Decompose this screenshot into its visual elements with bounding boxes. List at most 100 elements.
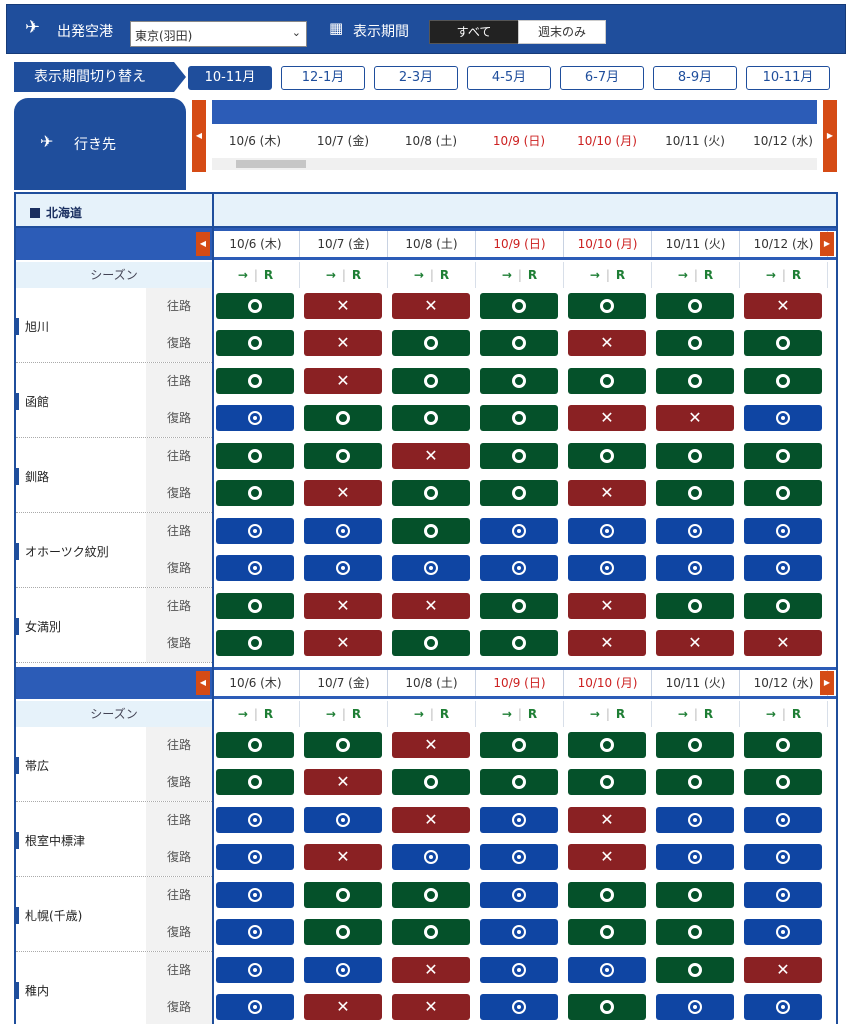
available-cell[interactable] (568, 443, 646, 469)
available-cell[interactable] (392, 919, 470, 945)
limited-cell[interactable] (216, 882, 294, 908)
available-cell[interactable] (216, 293, 294, 319)
limited-cell[interactable] (568, 518, 646, 544)
available-cell[interactable] (656, 732, 734, 758)
limited-cell[interactable] (480, 882, 558, 908)
available-cell[interactable] (568, 769, 646, 795)
available-cell[interactable] (304, 882, 382, 908)
filter-weekend-button[interactable]: 週末のみ (518, 20, 606, 44)
unavailable-cell[interactable]: ✕ (392, 994, 470, 1020)
available-cell[interactable] (656, 593, 734, 619)
available-cell[interactable] (480, 593, 558, 619)
period-button[interactable]: 4-5月 (467, 66, 551, 90)
available-cell[interactable] (656, 443, 734, 469)
scroll-left-icon[interactable]: ◀ (196, 671, 210, 695)
collapse-icon[interactable] (30, 208, 40, 218)
limited-cell[interactable] (744, 919, 822, 945)
period-button[interactable]: 10-11月 (746, 66, 830, 90)
available-cell[interactable] (480, 293, 558, 319)
unavailable-cell[interactable]: ✕ (568, 480, 646, 506)
limited-cell[interactable] (744, 882, 822, 908)
limited-cell[interactable] (216, 807, 294, 833)
available-cell[interactable] (656, 330, 734, 356)
available-cell[interactable] (216, 630, 294, 656)
available-cell[interactable] (392, 480, 470, 506)
period-button[interactable]: 2-3月 (374, 66, 458, 90)
limited-cell[interactable] (568, 957, 646, 983)
available-cell[interactable] (480, 480, 558, 506)
available-cell[interactable] (216, 330, 294, 356)
available-cell[interactable] (304, 919, 382, 945)
limited-cell[interactable] (656, 555, 734, 581)
scroll-right-icon[interactable]: ▶ (820, 232, 834, 256)
period-button[interactable]: 12-1月 (281, 66, 365, 90)
available-cell[interactable] (744, 443, 822, 469)
available-cell[interactable] (744, 368, 822, 394)
unavailable-cell[interactable]: ✕ (568, 593, 646, 619)
limited-cell[interactable] (216, 844, 294, 870)
available-cell[interactable] (480, 443, 558, 469)
unavailable-cell[interactable]: ✕ (656, 630, 734, 656)
available-cell[interactable] (392, 882, 470, 908)
available-cell[interactable] (216, 732, 294, 758)
available-cell[interactable] (304, 443, 382, 469)
available-cell[interactable] (216, 368, 294, 394)
available-cell[interactable] (744, 732, 822, 758)
limited-cell[interactable] (392, 555, 470, 581)
available-cell[interactable] (392, 630, 470, 656)
available-cell[interactable] (656, 957, 734, 983)
limited-cell[interactable] (304, 555, 382, 581)
available-cell[interactable] (392, 405, 470, 431)
limited-cell[interactable] (656, 994, 734, 1020)
limited-cell[interactable] (480, 957, 558, 983)
available-cell[interactable] (216, 593, 294, 619)
limited-cell[interactable] (216, 405, 294, 431)
available-cell[interactable] (744, 769, 822, 795)
unavailable-cell[interactable]: ✕ (392, 807, 470, 833)
limited-cell[interactable] (392, 844, 470, 870)
unavailable-cell[interactable]: ✕ (304, 994, 382, 1020)
unavailable-cell[interactable]: ✕ (304, 844, 382, 870)
unavailable-cell[interactable]: ✕ (392, 593, 470, 619)
limited-cell[interactable] (744, 518, 822, 544)
available-cell[interactable] (304, 405, 382, 431)
unavailable-cell[interactable]: ✕ (392, 732, 470, 758)
limited-cell[interactable] (216, 919, 294, 945)
available-cell[interactable] (656, 769, 734, 795)
available-cell[interactable] (392, 330, 470, 356)
available-cell[interactable] (216, 769, 294, 795)
limited-cell[interactable] (216, 518, 294, 544)
limited-cell[interactable] (744, 405, 822, 431)
unavailable-cell[interactable]: ✕ (392, 443, 470, 469)
period-button[interactable]: 6-7月 (560, 66, 644, 90)
scroll-left-icon[interactable]: ◀ (192, 100, 206, 172)
limited-cell[interactable] (744, 844, 822, 870)
filter-all-button[interactable]: すべて (429, 20, 519, 44)
available-cell[interactable] (656, 919, 734, 945)
region-header[interactable]: 北海道 (16, 194, 836, 228)
horizontal-scrollbar[interactable] (212, 158, 817, 170)
available-cell[interactable] (304, 732, 382, 758)
limited-cell[interactable] (568, 555, 646, 581)
available-cell[interactable] (480, 405, 558, 431)
unavailable-cell[interactable]: ✕ (744, 630, 822, 656)
available-cell[interactable] (568, 732, 646, 758)
available-cell[interactable] (216, 480, 294, 506)
limited-cell[interactable] (744, 807, 822, 833)
available-cell[interactable] (744, 330, 822, 356)
departure-select[interactable]: 東京(羽田) ⌄ (130, 21, 307, 47)
available-cell[interactable] (744, 593, 822, 619)
available-cell[interactable] (744, 480, 822, 506)
unavailable-cell[interactable]: ✕ (392, 293, 470, 319)
limited-cell[interactable] (304, 807, 382, 833)
limited-cell[interactable] (656, 518, 734, 544)
available-cell[interactable] (480, 330, 558, 356)
unavailable-cell[interactable]: ✕ (568, 807, 646, 833)
unavailable-cell[interactable]: ✕ (568, 405, 646, 431)
limited-cell[interactable] (480, 919, 558, 945)
unavailable-cell[interactable]: ✕ (304, 293, 382, 319)
limited-cell[interactable] (304, 957, 382, 983)
unavailable-cell[interactable]: ✕ (304, 630, 382, 656)
unavailable-cell[interactable]: ✕ (568, 330, 646, 356)
scroll-right-icon[interactable]: ▶ (823, 100, 837, 172)
